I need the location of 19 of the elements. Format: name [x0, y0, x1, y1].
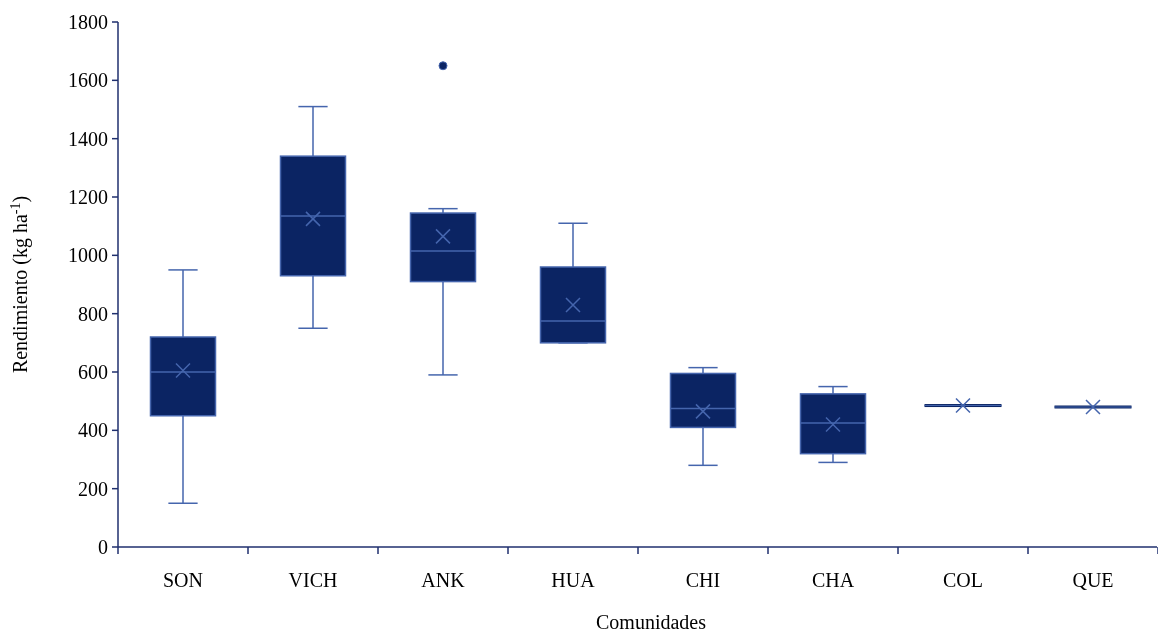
x-tick-label: HUA — [551, 569, 596, 591]
y-tick-label: 1400 — [68, 127, 108, 150]
y-tick-label: 400 — [78, 419, 108, 442]
x-tick-label: SON — [162, 569, 204, 591]
y-tick-label: 0 — [98, 536, 108, 558]
y-tick-label: 1600 — [68, 69, 108, 92]
x-tick-label: QUE — [1072, 569, 1114, 591]
x-tick-label: COL — [943, 569, 983, 591]
y-tick-label: 600 — [78, 361, 108, 383]
x-tick-label: VICH — [288, 569, 338, 591]
x-tick-label: CHI — [685, 569, 721, 591]
y-tick-label: 800 — [78, 302, 108, 325]
y-tick-label: 200 — [78, 477, 108, 500]
y-tick-label: 1200 — [68, 186, 108, 208]
x-axis-title: Comunidades — [596, 611, 707, 633]
y-tick-label: 1800 — [68, 11, 108, 33]
x-tick-label: ANK — [421, 569, 466, 591]
y-tick-label: 1000 — [68, 244, 108, 267]
x-tick-label: CHA — [811, 569, 855, 591]
